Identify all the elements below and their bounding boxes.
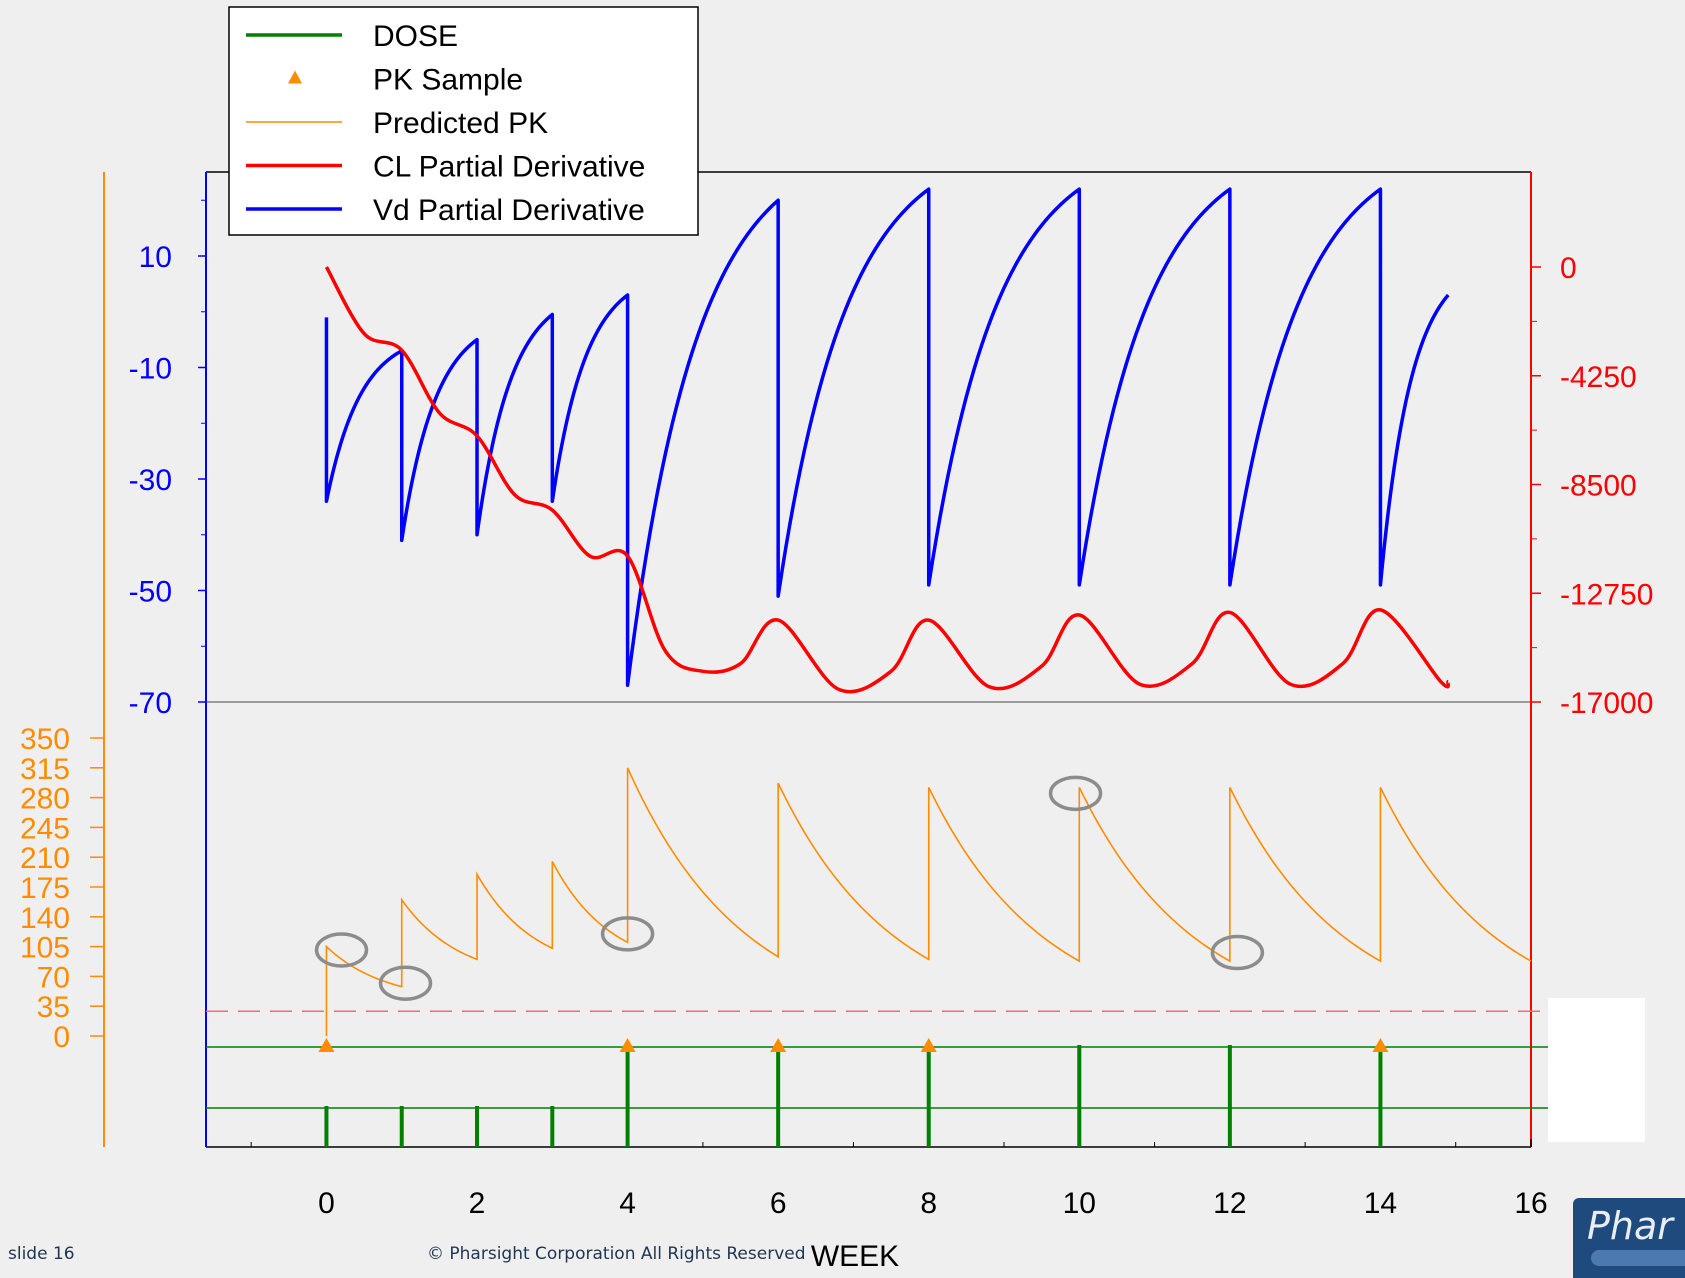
pk-axis-tick-label: 0 xyxy=(53,1021,70,1054)
x-axis-tick-label: 16 xyxy=(1514,1187,1547,1220)
pk-sample-marker xyxy=(318,1038,335,1052)
highlight-circle xyxy=(1048,775,1103,812)
pk-axis-tick-label: 315 xyxy=(20,753,70,786)
pk-axis-tick-label: 210 xyxy=(20,842,70,875)
slide-number: slide 16 xyxy=(8,1244,75,1264)
left-axis-tick-label: -70 xyxy=(129,687,172,720)
pk-axis-tick-label: 35 xyxy=(37,991,70,1024)
highlight-circle xyxy=(378,965,433,1001)
x-axis-tick-label: 0 xyxy=(318,1187,335,1220)
pk-sample-marker xyxy=(619,1038,636,1052)
pk-sample-marker xyxy=(770,1038,787,1052)
pk-axis-tick-label: 70 xyxy=(37,961,70,994)
logo-text: Phar xyxy=(1587,1204,1673,1248)
right-axis-tick-label: -4250 xyxy=(1560,361,1637,394)
left-axis-tick-label: -30 xyxy=(129,464,172,497)
x-axis-tick-label: 12 xyxy=(1213,1187,1246,1220)
predicted-pk-line xyxy=(325,767,1532,1036)
pk-axis-tick-label: 245 xyxy=(20,812,70,845)
pk-sample-marker xyxy=(920,1038,937,1052)
pk-axis-tick-label: 140 xyxy=(20,902,70,935)
legend-label: DOSE xyxy=(373,20,458,53)
left-axis-tick-label: -50 xyxy=(129,576,172,609)
left-axis-tick-label: 10 xyxy=(139,241,172,274)
blank-panel xyxy=(1548,998,1645,1142)
left-axis-tick-label: -10 xyxy=(129,353,172,386)
legend-label: PK Sample xyxy=(373,64,523,97)
highlight-circle xyxy=(1210,934,1265,971)
pharsight-logo: Phar xyxy=(1573,1198,1685,1278)
x-axis-label: WEEK xyxy=(811,1240,899,1271)
cl-series-line xyxy=(324,266,1450,694)
x-axis-tick-label: 14 xyxy=(1364,1187,1397,1220)
vd-series-line xyxy=(324,187,1450,688)
pk-axis-tick-label: 280 xyxy=(20,783,70,816)
legend-label: CL Partial Derivative xyxy=(373,151,645,184)
logo-swoosh xyxy=(1591,1250,1685,1266)
x-axis-tick-label: 2 xyxy=(469,1187,486,1220)
right-axis-tick-label: -12750 xyxy=(1560,578,1653,611)
x-axis-tick-label: 8 xyxy=(920,1187,937,1220)
legend-label: Vd Partial Derivative xyxy=(373,194,645,227)
pk-axis-tick-label: 105 xyxy=(20,932,70,965)
right-axis-tick-label: -17000 xyxy=(1560,687,1653,720)
legend-label: Predicted PK xyxy=(373,107,548,140)
legend-box xyxy=(228,6,699,236)
x-axis-tick-label: 4 xyxy=(619,1187,636,1220)
x-axis-tick-label: 10 xyxy=(1063,1187,1096,1220)
legend-marker xyxy=(288,70,302,84)
highlight-circle xyxy=(314,932,369,968)
right-axis-tick-label: -8500 xyxy=(1560,470,1637,503)
highlight-circle xyxy=(600,916,655,952)
pk-axis-tick-label: 350 xyxy=(20,723,70,756)
pk-axis-tick-label: 175 xyxy=(20,872,70,905)
copyright-text: © Pharsight Corporation All Rights Reser… xyxy=(427,1244,806,1264)
x-axis-tick-label: 6 xyxy=(770,1187,787,1220)
pk-sample-marker xyxy=(1372,1038,1389,1052)
right-axis-tick-label: 0 xyxy=(1560,252,1577,285)
